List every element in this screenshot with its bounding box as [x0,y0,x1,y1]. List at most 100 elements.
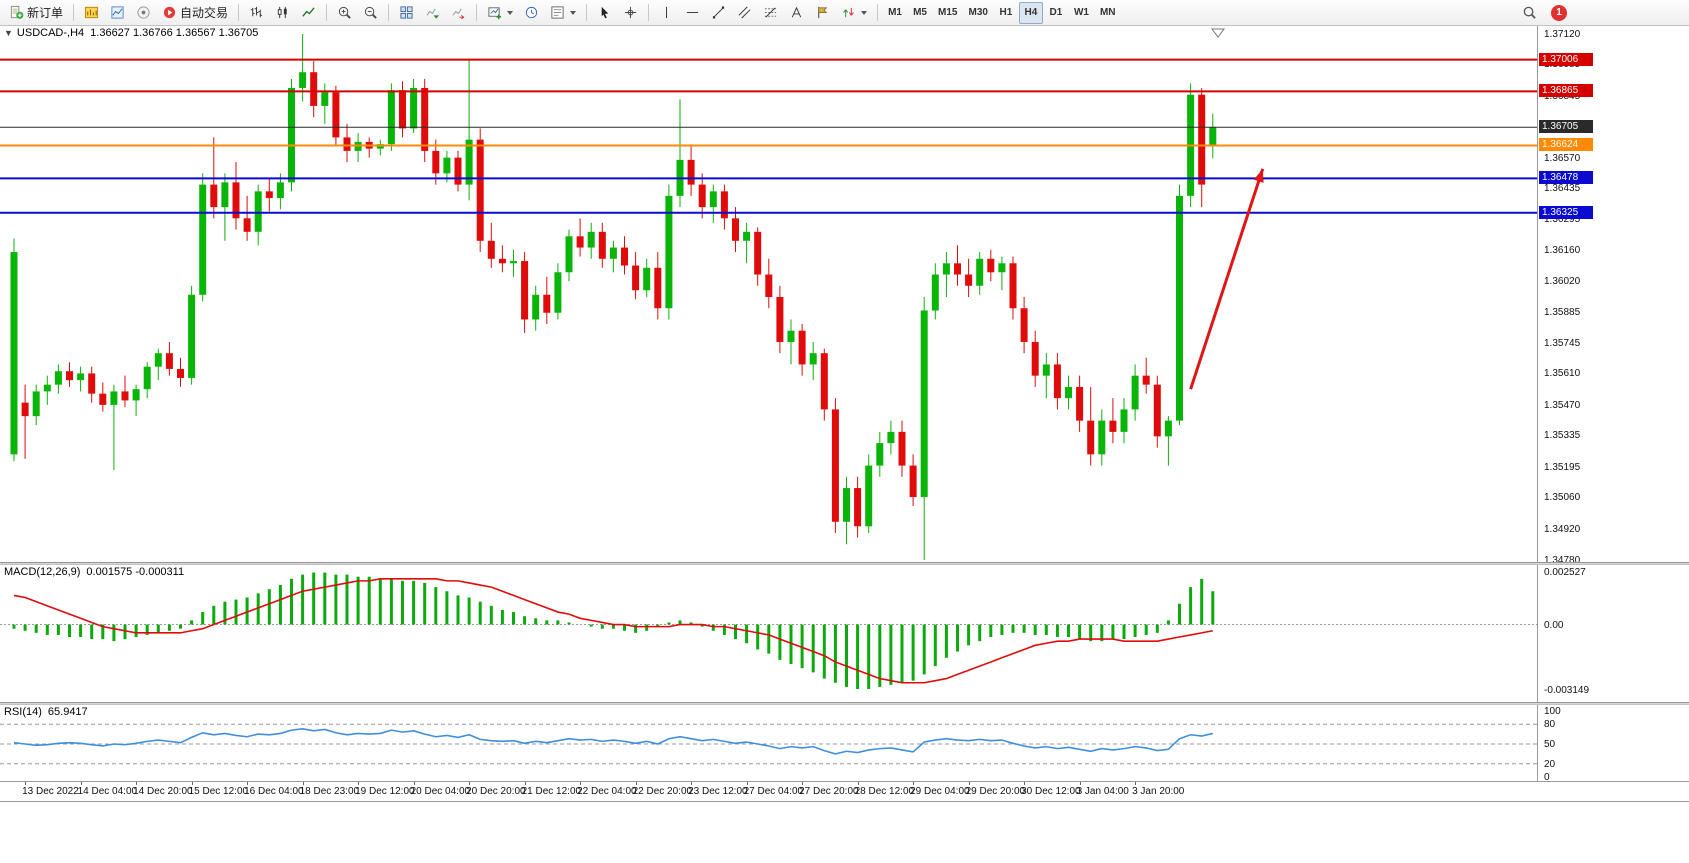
pane-splitter[interactable] [0,702,1689,705]
text-tool-button[interactable] [784,2,809,24]
crosshair-button[interactable] [618,2,643,24]
pane-splitter[interactable] [0,562,1689,565]
label-tool-button[interactable] [810,2,835,24]
chart-shift-button[interactable] [446,2,471,24]
price-tag: 1.36624 [1539,138,1593,152]
auto-scroll-button[interactable] [420,2,445,24]
main-chart-pane[interactable]: ▼ USDCAD-,H4 1.36627 1.36766 1.36567 1.367… [0,26,1537,562]
auto-trading-button[interactable]: 自动交易 [157,2,233,24]
candle-body [587,231,595,248]
zoom-in-icon [338,6,351,19]
market-watch-button[interactable] [105,2,130,24]
candle-body [1142,375,1150,385]
candle-body [410,87,418,129]
candle-body [987,258,995,273]
arrows-tool-button[interactable] [836,2,872,24]
candle-body [1153,384,1161,437]
time-axis[interactable]: 13 Dec 2022 14 Dec 04:00 14 Dec 20:00 15 De… [0,781,1689,801]
fibonacci-button[interactable] [758,2,783,24]
zoom-out-button[interactable] [358,2,383,24]
line-chart-button[interactable] [296,2,321,24]
candle-body [598,231,606,259]
mql5-button[interactable] [131,2,156,24]
cursor-icon [601,6,609,19]
tile-windows-button[interactable] [394,2,419,24]
chevron-down-icon [861,10,868,15]
macd-chart[interactable] [0,565,1537,702]
candle-body [998,263,1006,273]
candlestick-chart-button[interactable] [270,2,295,24]
main-chart[interactable] [0,26,1537,562]
notification-badge[interactable]: 1 [1551,4,1567,21]
time-axis-label: 28 Dec 12:00 [854,786,915,797]
time-axis-tick [524,782,526,785]
candle-body [787,330,795,342]
candle-body [776,297,784,342]
candle-body [632,265,640,291]
candle-body [476,139,484,241]
price-axis-label: 1.34780 [1544,555,1581,566]
cursor-button[interactable] [592,2,617,24]
price-axis-label: 1.35195 [1544,461,1581,473]
tf-button-h1[interactable]: H1 [994,2,1018,24]
price-axis-label: 1.35610 [1544,368,1581,380]
candle-body [898,431,906,466]
bar-chart-button[interactable] [244,2,269,24]
search-button[interactable] [1517,2,1542,24]
chevron-down-icon [570,10,577,15]
tf-button-mn[interactable]: MN [1095,2,1121,24]
tf-button-m15[interactable]: M15 [933,2,962,24]
vertical-line-button[interactable] [654,2,679,24]
macd-axis-label: 0.002527 [1544,567,1586,578]
tf-button-d1[interactable]: D1 [1044,2,1068,24]
candle-body [754,231,762,275]
collapse-chart-icon[interactable]: ▼ [4,28,13,38]
tf-button-m1[interactable]: M1 [883,2,907,24]
chart-symbol-period: USDCAD-,H4 [16,27,85,39]
candle-body [720,191,728,219]
candle-body [387,90,395,145]
charts-button[interactable] [79,2,104,24]
candle-body [299,72,307,88]
rsi-axis-label: 80 [1544,719,1556,731]
time-axis-label: 14 Dec 04:00 [77,786,138,797]
tf-button-m30[interactable]: M30 [963,2,992,24]
candle-body [21,402,29,417]
candle-body [510,261,517,264]
channel-button[interactable] [732,2,757,24]
rsi-chart[interactable] [0,705,1537,781]
horizontal-line-button[interactable] [680,2,705,24]
new-chart-button[interactable] [482,2,518,24]
time-axis-tick [136,782,138,785]
chart-shift-marker[interactable] [1211,28,1225,38]
new-order-button[interactable]: 新订单 [4,2,68,24]
time-axis-label: 14 Dec 20:00 [133,786,193,797]
macd-pane[interactable]: MACD(12,26,9) 0.001575 -0.000311 [0,565,1537,702]
tf-button-h4[interactable]: H4 [1018,1,1043,24]
zoom-in-button[interactable] [332,2,357,24]
time-axis-label: 29 Dec 20:00 [965,786,1026,797]
tf-button-m5[interactable]: M5 [908,2,932,24]
time-axis-label: 23 Dec 12:00 [688,786,748,797]
time-axis-label: 18 Dec 23:00 [299,786,360,797]
period-button[interactable] [519,2,544,24]
toolbar-right: 1 [1517,2,1567,24]
time-axis-label: 27 Dec 04:00 [743,786,804,797]
time-axis-tick [968,782,970,785]
tf-button-w1[interactable]: W1 [1069,2,1094,24]
candle-body [1020,308,1028,342]
trend-arrow[interactable] [1189,168,1265,390]
candle-body [1098,420,1106,455]
chevron-down-icon [507,10,514,15]
rsi-line [13,728,1213,755]
price-tag: 1.36705 [1539,120,1593,134]
candle-body [232,182,240,219]
price-axis[interactable]: 1.371201.369851.368451.367051.365701.364… [1537,26,1689,783]
candle-body [288,87,295,183]
templates-button[interactable] [545,2,581,24]
trendline-button[interactable] [706,2,731,24]
auto-scroll-icon [426,8,440,19]
candle-body [343,137,351,151]
rsi-pane[interactable]: RSI(14) 65.9417 [0,705,1537,781]
chart-shift-icon [452,8,465,20]
